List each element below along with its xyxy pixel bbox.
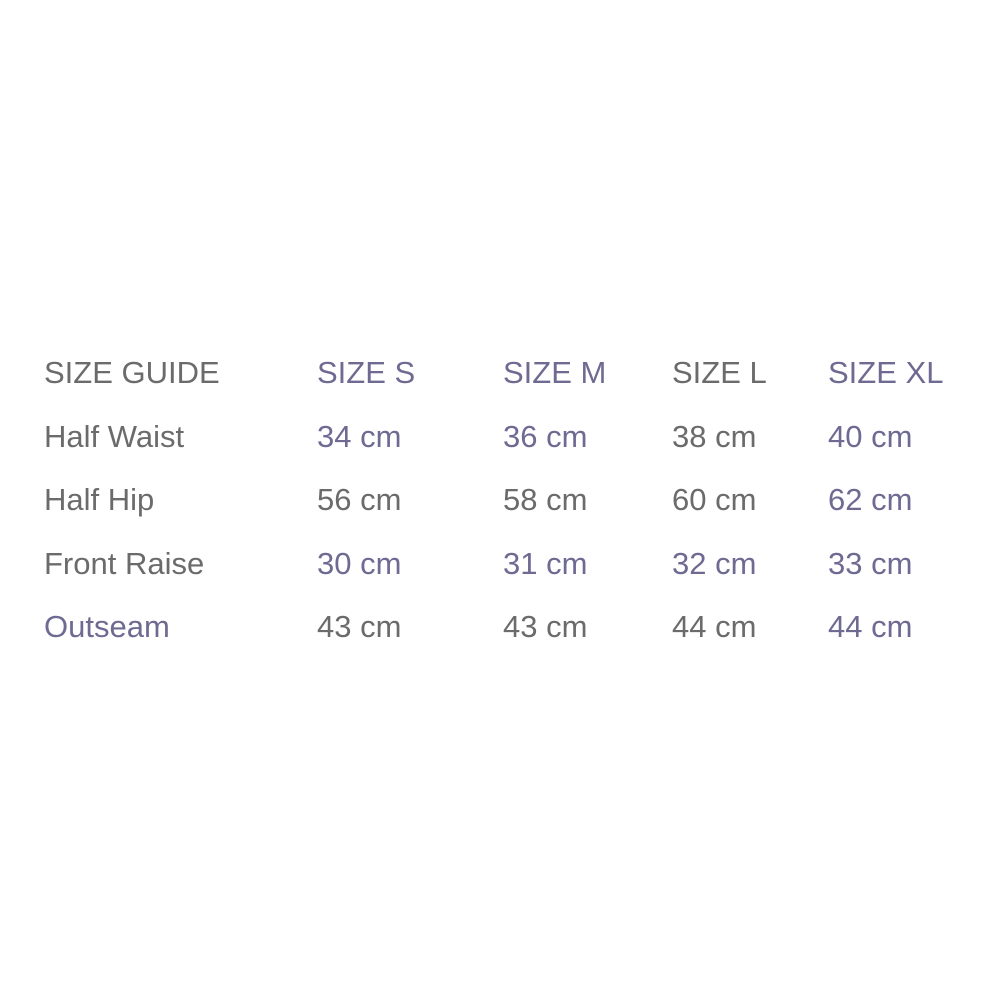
row-label: Half Waist — [44, 418, 185, 454]
table-cell: 38 cm — [672, 418, 757, 454]
header-size-guide: SIZE GUIDE — [44, 355, 220, 390]
table-cell: 60 cm — [672, 482, 757, 517]
table-cell: 40 cm — [828, 418, 913, 454]
table-cell: 32 cm — [672, 545, 757, 581]
table-cell: 31 cm — [503, 545, 588, 581]
table-cell: 34 cm — [317, 418, 402, 454]
table-cell: 33 cm — [828, 545, 913, 581]
header-size-l: SIZE L — [672, 355, 767, 390]
table-cell: 43 cm — [317, 609, 402, 644]
table-row: Half Waist 34 cm 36 cm 38 cm 40 cm — [0, 416, 1000, 480]
table-row: Outseam 43 cm 43 cm 44 cm 44 cm — [0, 606, 1000, 670]
header-size-s: SIZE S — [317, 355, 416, 390]
table-cell: 43 cm — [503, 609, 588, 644]
table-row: Half Hip 56 cm 58 cm 60 cm 62 cm — [0, 479, 1000, 543]
row-label: Front Raise — [44, 545, 205, 581]
row-label: Half Hip — [44, 482, 155, 517]
table-header-row: SIZE GUIDE SIZE S SIZE M SIZE L SIZE XL — [0, 352, 1000, 416]
header-size-m: SIZE M — [503, 355, 607, 390]
table-cell: 30 cm — [317, 545, 402, 581]
size-guide-table: SIZE GUIDE SIZE S SIZE M SIZE L SIZE XL … — [0, 352, 1000, 670]
table-cell: 58 cm — [503, 482, 588, 517]
table-cell: 44 cm — [672, 609, 757, 644]
header-size-xl: SIZE XL — [828, 355, 944, 390]
row-label: Outseam — [44, 609, 170, 644]
table-cell: 62 cm — [828, 482, 913, 517]
table-row: Front Raise 30 cm 31 cm 32 cm 33 cm — [0, 543, 1000, 607]
table-cell: 36 cm — [503, 418, 588, 454]
table-cell: 56 cm — [317, 482, 402, 517]
table-cell: 44 cm — [828, 609, 913, 644]
